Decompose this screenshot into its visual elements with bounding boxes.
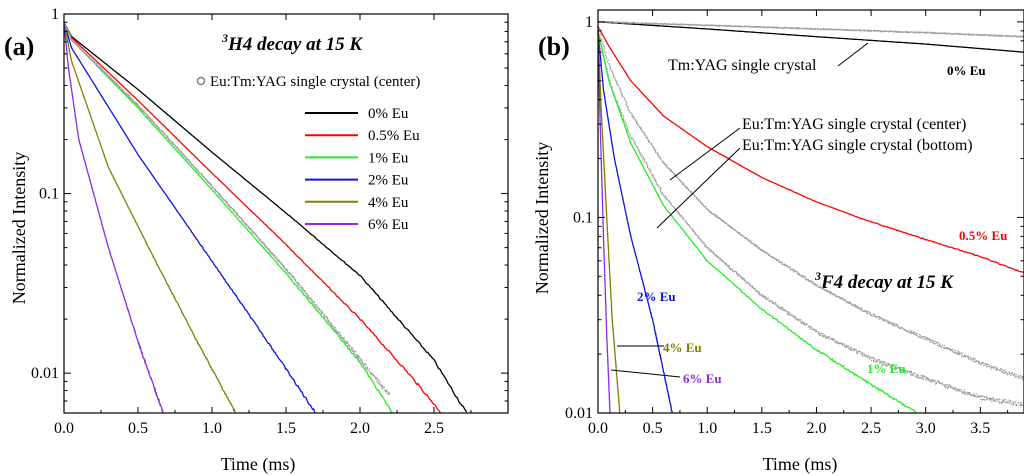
- annotation-center: Eu:Tm:YAG single crystal (center): [742, 116, 966, 133]
- panel-b-xtick-label: 3.0: [916, 420, 936, 437]
- panel-b-series-1-eu: [598, 30, 918, 413]
- panel-b-series-4-eu: [598, 30, 621, 413]
- panel-a-series-0-eu: [64, 21, 468, 413]
- panel-a: (a) 3H4 decay at 15 K Time (ms) Normaliz…: [4, 6, 509, 475]
- panel-b-series-tm-yag-single-crystal: [598, 20, 1024, 38]
- legend-entry-label: 2% Eu: [368, 173, 409, 189]
- panel-b-series-eu-tm-yag-single-crystal-center: [598, 26, 1024, 381]
- legend-entry-label: 6% Eu: [368, 217, 409, 233]
- legend-entry-label: 0% Eu: [368, 106, 409, 122]
- curve-label-0-5-eu: 0.5% Eu: [959, 228, 1007, 243]
- panel-a-plot: 0.0 0.5 1.0 1.5 2.0 2.5 1 0.1 0.01: [31, 6, 509, 437]
- panel-b-xtick-label: 2.0: [806, 420, 826, 437]
- legend-entry-label: 4% Eu: [368, 195, 409, 211]
- legend-marker-label: Eu:Tm:YAG single crystal (center): [210, 74, 420, 90]
- panel-a-xlabel: Time (ms): [221, 454, 296, 475]
- panel-b-label: (b): [538, 32, 570, 61]
- panel-a-title-text: H4 decay at 15 K: [227, 34, 363, 55]
- panel-b-xtick-label: 3.5: [970, 420, 990, 437]
- panel-a-xtick-label: 0.5: [128, 420, 148, 437]
- panel-b-title: 3F4 decay at 15 K: [814, 269, 954, 293]
- panel-a-ytick-label: 0.1: [39, 186, 59, 203]
- curve-label-1-eu: 1% Eu: [867, 361, 906, 376]
- panel-b-xtick-label: 0.5: [643, 420, 663, 437]
- panel-a-series-0-5-eu: [64, 21, 442, 413]
- panel-b-xtick-label: 0.0: [588, 420, 608, 437]
- annotation-center-arrow: [669, 127, 741, 181]
- panel-b-series-group: [598, 20, 1024, 413]
- panel-a-series-1-eu: [64, 21, 393, 413]
- annotation-tm-yag: Tm:YAG single crystal: [668, 57, 817, 74]
- panel-b-title-text: F4 decay at 15 K: [820, 272, 954, 293]
- panel-a-xtick-label: 2.0: [350, 420, 370, 437]
- panel-b-xlabel: Time (ms): [763, 454, 838, 475]
- curve-label-6-eu: 6% Eu: [683, 371, 722, 386]
- panel-a-title-superscript: 3: [221, 31, 228, 45]
- panel-b-ytick-label: 0.01: [565, 405, 593, 422]
- panel-a-ytick-label: 1: [51, 6, 59, 23]
- panel-b-frame: [597, 9, 1024, 414]
- panel-b-title-superscript: 3: [814, 269, 821, 283]
- curve-label-0-eu: 0% Eu: [947, 63, 986, 78]
- panel-b-plot: 0.0 0.5 1.0 1.5 2.0 2.5 3.0 3.5 1 0.1 0.01 0% Eu 0.5…: [565, 9, 1024, 437]
- panel-b-ytick-label: 0.1: [573, 209, 593, 226]
- panel-a-title: 3H4 decay at 15 K: [221, 31, 363, 55]
- curve-label-2-eu: 2% Eu: [637, 289, 676, 304]
- panel-a-series-2-eu: [64, 22, 316, 413]
- panel-a-series-group: [64, 21, 468, 413]
- panel-a-label: (a): [4, 32, 34, 61]
- panel-a-series-eu-tm-yag-single-crystal-center: [64, 21, 391, 396]
- annotation-bottom-arrow: [656, 147, 741, 229]
- panel-a-xtick-label: 1.5: [276, 420, 296, 437]
- panel-b-series-2-eu: [598, 30, 673, 413]
- panel-a-xtick-label: 2.5: [424, 420, 444, 437]
- panel-b: (b) 3F4 decay at 15 K Time (ms) Normaliz…: [532, 9, 1024, 475]
- panel-b-series-6-eu: [598, 40, 611, 413]
- annotation-bottom: Eu:Tm:YAG single crystal (bottom): [742, 137, 973, 154]
- label-6-eu-pointer: [610, 369, 681, 378]
- panel-b-xtick-label: 1.5: [752, 420, 772, 437]
- annotation-tm-yag-arrow: [837, 42, 869, 67]
- legend-entry-label: 0.5% Eu: [368, 128, 420, 144]
- panel-b-ytick-label: 1: [585, 14, 593, 31]
- panel-a-xtick-label: 0.0: [54, 420, 74, 437]
- panel-b-series-0-5-eu: [598, 25, 1024, 274]
- panel-b-xtick-label: 1.0: [697, 420, 717, 437]
- curve-label-4-eu: 4% Eu: [663, 340, 702, 355]
- panel-a-ylabel: Normalized Intensity: [9, 152, 29, 304]
- legend-marker-icon: [196, 76, 206, 86]
- panel-a-ytick-label: 0.01: [31, 365, 59, 382]
- panel-b-ylabel: Normalized Intensity: [532, 142, 552, 294]
- panel-a-series-4-eu: [64, 22, 237, 413]
- panel-b-series-0-eu: [598, 21, 1024, 53]
- panel-a-series-6-eu: [64, 22, 164, 413]
- panel-a-legend: Eu:Tm:YAG single crystal (center) 0% Eu 0.…: [196, 74, 420, 233]
- panel-b-series-eu-tm-yag-single-crystal-bottom: [598, 30, 1024, 407]
- panel-b-xtick-label: 2.5: [861, 420, 881, 437]
- legend-entry-label: 1% Eu: [368, 150, 409, 166]
- panel-a-xtick-label: 1.0: [202, 420, 222, 437]
